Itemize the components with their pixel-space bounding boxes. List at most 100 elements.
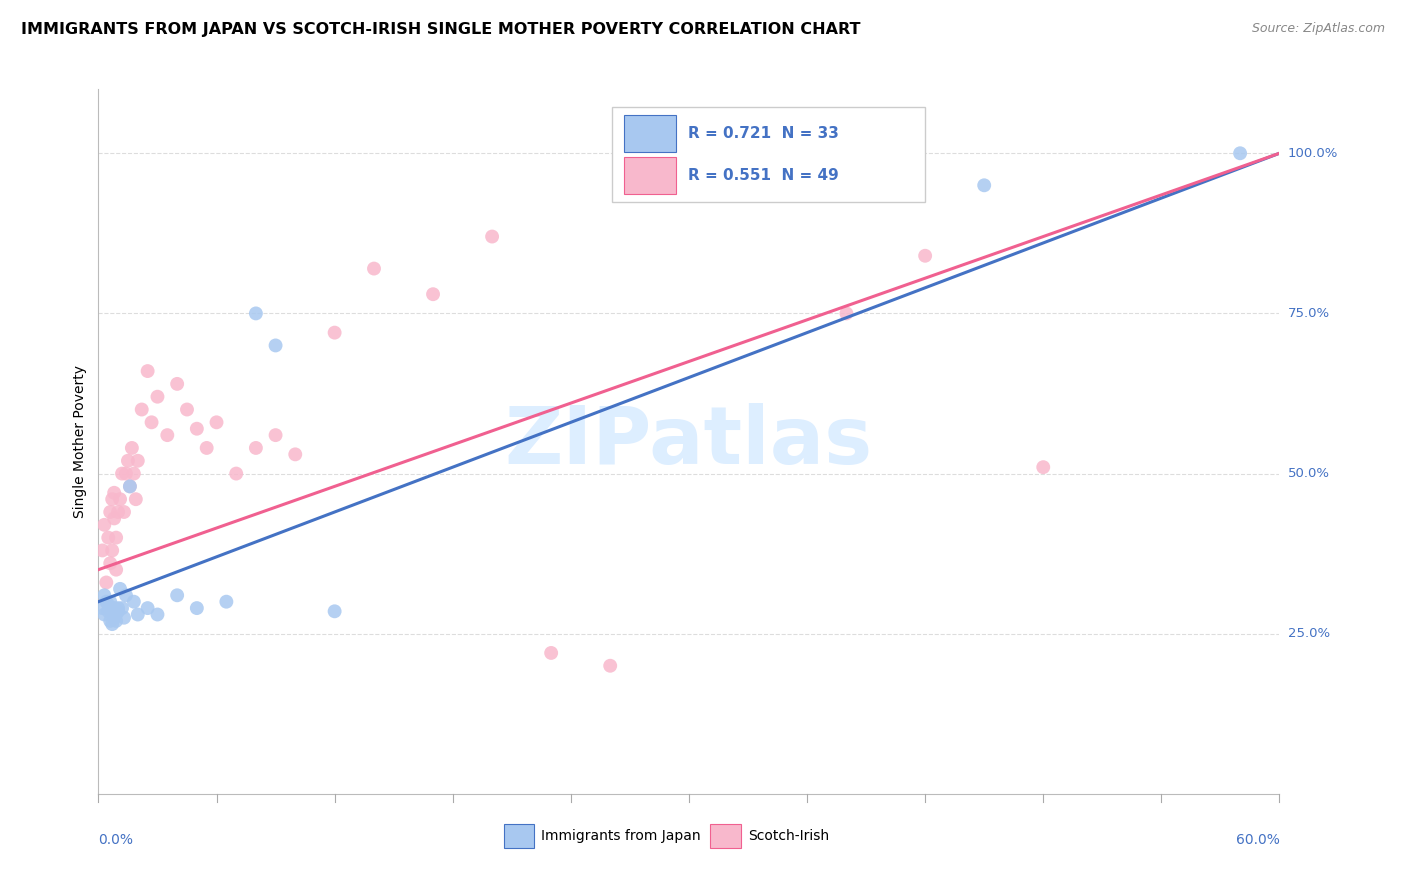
Point <box>156 428 179 442</box>
Text: R = 0.721  N = 33: R = 0.721 N = 33 <box>688 126 838 141</box>
Point <box>146 607 169 622</box>
Point <box>127 454 149 468</box>
Point <box>540 646 562 660</box>
Point <box>264 338 287 352</box>
Point <box>125 492 148 507</box>
Point <box>599 658 621 673</box>
Text: 50.0%: 50.0% <box>1288 467 1330 480</box>
Point <box>105 607 128 622</box>
Point <box>422 287 444 301</box>
Point <box>111 467 134 481</box>
Point <box>97 604 120 618</box>
Point <box>776 146 799 161</box>
Point <box>107 604 129 618</box>
Point <box>111 601 134 615</box>
Point <box>91 543 114 558</box>
Point <box>103 610 125 624</box>
Point <box>264 428 287 442</box>
Point <box>363 261 385 276</box>
Point <box>122 595 145 609</box>
Point <box>93 607 115 622</box>
Point <box>141 415 163 429</box>
Point <box>131 402 153 417</box>
Point <box>323 326 346 340</box>
Point <box>98 556 121 570</box>
Point <box>245 441 267 455</box>
Point <box>101 492 124 507</box>
Point <box>136 601 159 615</box>
Point <box>98 595 121 609</box>
Point <box>323 604 346 618</box>
Point <box>245 306 267 320</box>
Point <box>98 614 121 628</box>
Point <box>91 601 114 615</box>
Point <box>481 229 503 244</box>
Point <box>186 422 208 436</box>
Point <box>122 467 145 481</box>
Point <box>108 492 131 507</box>
Text: Scotch-Irish: Scotch-Irish <box>748 830 830 843</box>
Point <box>108 582 131 596</box>
Text: 0.0%: 0.0% <box>98 832 134 847</box>
Point <box>186 601 208 615</box>
Text: 60.0%: 60.0% <box>1236 832 1279 847</box>
Point <box>112 610 135 624</box>
Point <box>115 467 138 481</box>
Point <box>118 479 141 493</box>
Point <box>96 595 118 609</box>
Point <box>1032 460 1054 475</box>
Point <box>835 306 858 320</box>
Point <box>678 146 700 161</box>
Point <box>717 146 740 161</box>
Point <box>215 595 238 609</box>
Point <box>112 505 135 519</box>
Text: 100.0%: 100.0% <box>1288 147 1339 160</box>
Point <box>1229 146 1251 161</box>
Point <box>107 601 129 615</box>
Point <box>166 376 188 391</box>
Point <box>105 614 128 628</box>
Point <box>103 601 125 615</box>
Point <box>176 402 198 417</box>
Point <box>101 604 124 618</box>
Point <box>973 178 995 193</box>
Point <box>117 454 139 468</box>
Point <box>103 485 125 500</box>
FancyBboxPatch shape <box>710 824 741 848</box>
FancyBboxPatch shape <box>612 107 925 202</box>
Point <box>127 607 149 622</box>
FancyBboxPatch shape <box>503 824 534 848</box>
Text: 25.0%: 25.0% <box>1288 627 1330 640</box>
Text: 75.0%: 75.0% <box>1288 307 1330 320</box>
Point <box>107 505 129 519</box>
Point <box>97 531 120 545</box>
Point <box>96 575 118 590</box>
Text: R = 0.551  N = 49: R = 0.551 N = 49 <box>688 168 838 183</box>
Point <box>136 364 159 378</box>
Point <box>914 249 936 263</box>
Point <box>103 511 125 525</box>
Point <box>101 543 124 558</box>
Point <box>98 505 121 519</box>
Point <box>97 598 120 612</box>
Point <box>115 588 138 602</box>
Point <box>195 441 218 455</box>
Point <box>205 415 228 429</box>
Point <box>105 563 128 577</box>
Point <box>93 517 115 532</box>
Point <box>101 617 124 632</box>
Point <box>121 441 143 455</box>
Text: ZIPatlas: ZIPatlas <box>505 402 873 481</box>
Y-axis label: Single Mother Poverty: Single Mother Poverty <box>73 365 87 518</box>
Point <box>284 447 307 461</box>
FancyBboxPatch shape <box>624 115 676 152</box>
FancyBboxPatch shape <box>624 157 676 194</box>
Point <box>105 531 128 545</box>
Point <box>225 467 247 481</box>
Point <box>166 588 188 602</box>
Point <box>146 390 169 404</box>
Text: Immigrants from Japan: Immigrants from Japan <box>541 830 702 843</box>
Text: IMMIGRANTS FROM JAPAN VS SCOTCH-IRISH SINGLE MOTHER POVERTY CORRELATION CHART: IMMIGRANTS FROM JAPAN VS SCOTCH-IRISH SI… <box>21 22 860 37</box>
Point <box>118 479 141 493</box>
Point <box>93 588 115 602</box>
